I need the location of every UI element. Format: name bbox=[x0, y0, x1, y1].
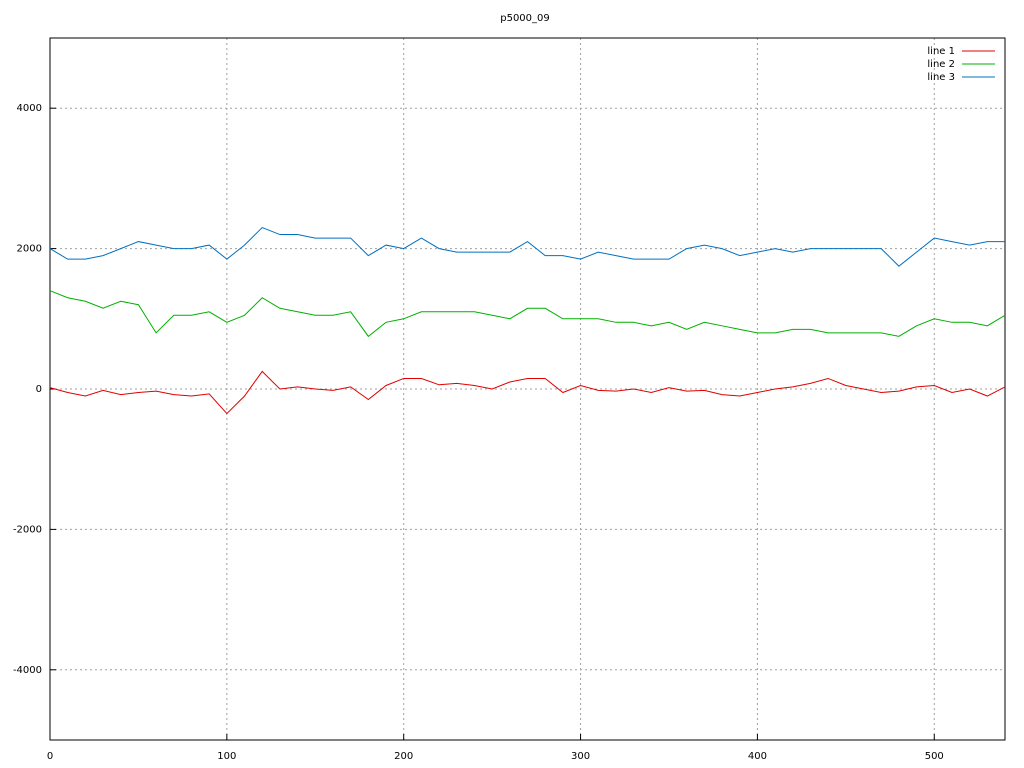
y-tick-label: 4000 bbox=[17, 103, 42, 114]
y-tick-label: -4000 bbox=[13, 665, 42, 676]
x-tick-label: 400 bbox=[748, 751, 767, 762]
y-tick-label: 0 bbox=[36, 384, 42, 395]
series-line bbox=[49, 226, 1005, 267]
y-tick-label: -2000 bbox=[13, 524, 42, 535]
y-tick-label: 2000 bbox=[17, 244, 42, 255]
legend-label: line 2 bbox=[927, 59, 955, 70]
chart-title: p5000_09 bbox=[500, 13, 550, 24]
legend-label: line 3 bbox=[927, 72, 955, 83]
x-tick-label: 200 bbox=[394, 751, 413, 762]
plot-border bbox=[49, 37, 1006, 741]
x-tick-label: 0 bbox=[47, 751, 53, 762]
x-tick-label: 300 bbox=[571, 751, 590, 762]
series-line bbox=[49, 290, 1006, 338]
legend-label: line 1 bbox=[927, 46, 955, 57]
series-line bbox=[49, 370, 1006, 415]
x-tick-label: 500 bbox=[925, 751, 944, 762]
x-tick-label: 100 bbox=[217, 751, 236, 762]
